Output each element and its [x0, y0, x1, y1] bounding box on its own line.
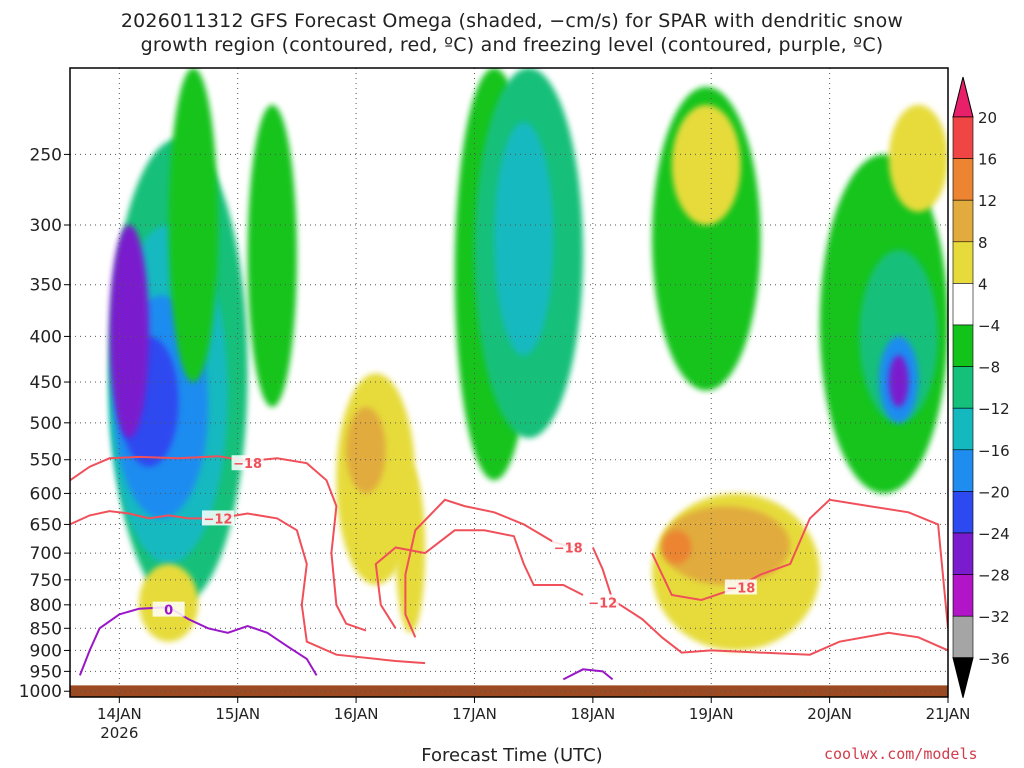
contour-line	[374, 529, 584, 629]
y-tick-label: 800	[30, 596, 62, 616]
colorbar-tick-label: −28	[978, 567, 1010, 585]
ground-surface	[70, 685, 948, 697]
omega-region	[671, 104, 741, 226]
colorbar-tick-label: −36	[978, 650, 1010, 668]
contour-label-bg	[724, 579, 757, 595]
colorbar: 20 16 12 8 4 −4 −8 −12 −16 −20 −24 −28 −32 −36	[952, 76, 1010, 698]
contour-label: −12	[588, 596, 617, 611]
contour-label: 0	[164, 604, 173, 619]
colorbar-tick-label: 12	[978, 192, 997, 210]
contour-line	[404, 498, 574, 638]
omega-shading	[109, 68, 948, 651]
omega-region	[661, 506, 791, 585]
credit-link[interactable]: coolwx.com/models	[824, 745, 978, 763]
colorbar-tick-label: −4	[978, 317, 1000, 335]
contour-line	[78, 606, 318, 676]
colorbar-bin	[952, 283, 974, 326]
x-tick-label: 17JAN	[452, 705, 497, 723]
contour-label: −18	[233, 457, 262, 472]
contour-line	[651, 498, 948, 629]
colorbar-tick-label: −16	[978, 442, 1010, 460]
colorbar-tick-label: 16	[978, 151, 997, 169]
omega-region	[346, 407, 386, 494]
y-tick-label: 700	[30, 544, 62, 564]
omega-region	[888, 104, 948, 212]
x-tick-label: 19JAN	[689, 705, 734, 723]
contour-line	[70, 510, 426, 665]
colorbar-bin	[952, 615, 974, 659]
contour-line	[562, 668, 614, 681]
colorbar-bottom-arrow	[952, 657, 974, 698]
omega-region	[168, 68, 218, 383]
omega-region	[888, 355, 909, 408]
y-tick-label: 300	[30, 216, 62, 236]
colorbar-bin	[952, 158, 974, 201]
colorbar-bin	[952, 574, 974, 617]
colorbar-tick-label: −32	[978, 608, 1010, 626]
contour-line	[70, 455, 367, 632]
x-tick-label: 16JAN	[334, 705, 379, 723]
y-tick-label: 650	[30, 515, 62, 535]
colorbar-bin	[952, 366, 974, 409]
colorbar-tick-label: −8	[978, 359, 1000, 377]
y-tick-label: 1000	[19, 682, 62, 702]
colorbar-bin	[952, 532, 974, 575]
y-tick-label: 600	[30, 484, 62, 504]
contour-label: −18	[726, 582, 755, 597]
title-line-1: 2026011312 GFS Forecast Omega (shaded, −…	[120, 10, 904, 32]
omega-region	[247, 104, 297, 408]
x-axis-label: Forecast Time (UTC)	[421, 745, 603, 766]
contour-label: −12	[203, 512, 232, 527]
colorbar-bin	[952, 449, 974, 492]
y-tick-label: 550	[30, 451, 62, 471]
colorbar-top-arrow	[952, 76, 974, 118]
y-tick-label: 900	[30, 641, 62, 661]
colorbar-bin	[952, 199, 974, 243]
x-tick-sublabel: 2026	[100, 724, 138, 742]
colorbar-tick-label: 20	[978, 109, 997, 127]
colorbar-tick-label: −24	[978, 525, 1010, 543]
colorbar-tick-label: 8	[978, 234, 988, 252]
contour-label-bg	[586, 594, 619, 610]
colorbar-bin	[952, 241, 974, 284]
y-tick-label: 750	[30, 571, 62, 591]
y-tick-label: 450	[30, 373, 62, 393]
y-tick-label: 950	[30, 662, 62, 682]
contour-label: −18	[554, 542, 583, 557]
contour-label-bg	[552, 539, 585, 555]
y-tick-label: 400	[30, 327, 62, 347]
x-tick-label: 20JAN	[807, 705, 852, 723]
y-tick-label: 350	[30, 276, 62, 296]
contours: −18 −12 −18 −12 −18 0	[70, 455, 948, 681]
title-line-2: growth region (contoured, red, ºC) and f…	[140, 34, 884, 56]
x-tick-label: 21JAN	[926, 705, 971, 723]
y-tick-label: 250	[30, 145, 62, 165]
x-tick-label: 15JAN	[215, 705, 260, 723]
contour-label-bg	[152, 601, 185, 617]
colorbar-bin	[952, 116, 974, 159]
omega-region	[494, 122, 554, 356]
colorbar-bin	[952, 324, 974, 367]
omega-region	[109, 225, 149, 439]
y-tick-label: 500	[30, 414, 62, 434]
y-tick-label: 850	[30, 619, 62, 639]
omega-region	[661, 530, 692, 565]
colorbar-tick-label: −12	[978, 400, 1010, 418]
contour-label-bg	[231, 455, 264, 471]
colorbar-bin	[952, 407, 974, 451]
colorbar-tick-label: −20	[978, 483, 1010, 501]
x-tick-label: 14JAN	[97, 705, 142, 723]
colorbar-tick-label: 4	[978, 275, 988, 293]
colorbar-bin	[952, 491, 974, 534]
x-tick-label: 18JAN	[570, 705, 615, 723]
contour-label-bg	[201, 510, 234, 526]
